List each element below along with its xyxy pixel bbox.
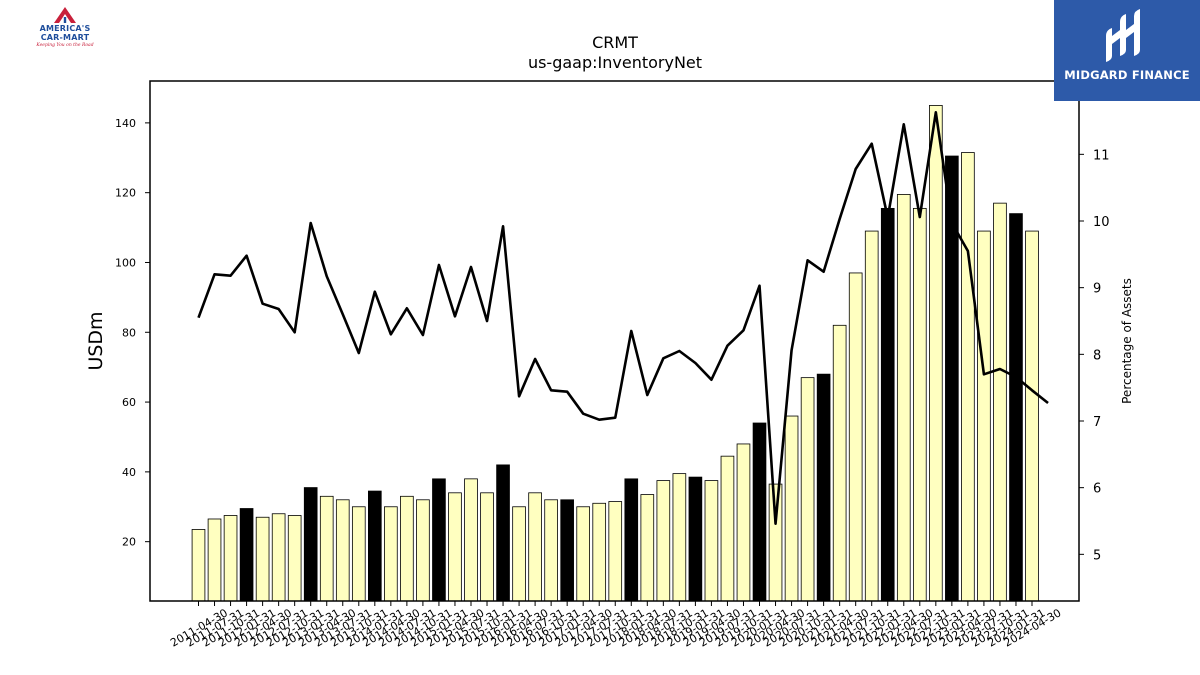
car-mart-a-icon [54, 7, 76, 23]
logo-line1: AMERICA'S [39, 24, 91, 33]
y-tick-label: 60 [122, 396, 136, 409]
bar [929, 105, 943, 602]
bar [592, 502, 607, 602]
bar [784, 415, 799, 602]
y2-tick-label: 9 [1093, 282, 1101, 297]
y-tick-label: 40 [122, 466, 136, 479]
bar [255, 516, 270, 602]
bar [528, 492, 542, 602]
bar [848, 272, 863, 602]
y2-tick-label: 10 [1093, 215, 1110, 230]
bar [993, 202, 1007, 602]
midgard-finance-logo: MIDGARD FINANCE [1054, 0, 1200, 101]
bar [977, 230, 991, 602]
bar [464, 478, 478, 602]
bar [608, 501, 623, 602]
x-axis: 2011-04-302011-07-312011-10-312012-01-31… [168, 601, 1064, 650]
bar [303, 487, 318, 602]
midgard-brand-text: MIDGARD FINANCE [1064, 68, 1190, 82]
y2-tick-label: 6 [1093, 482, 1101, 497]
americas-car-mart-logo: AMERICA'S CAR-MART Keeping You on the Ro… [28, 6, 102, 58]
y2-axis-label: Percentage of Assets [1120, 278, 1134, 404]
bar [512, 506, 526, 602]
bar [239, 508, 254, 602]
bar [335, 499, 350, 602]
y-tick-label: 140 [115, 117, 136, 130]
bar [688, 476, 703, 602]
chart-subtitle: us-gaap:InventoryNet [528, 53, 702, 72]
bar [832, 324, 847, 602]
bar [351, 506, 366, 602]
chart-title: CRMT [592, 33, 638, 52]
bar [752, 422, 767, 602]
bar [640, 494, 655, 602]
y2-tick-label: 8 [1093, 348, 1101, 363]
bar [480, 492, 494, 602]
bar [384, 506, 398, 602]
bar [864, 230, 879, 602]
bar [672, 473, 687, 602]
bar [720, 455, 735, 602]
percentage-line [197, 111, 1049, 526]
bar [223, 515, 238, 602]
bar [912, 207, 927, 602]
bar [400, 495, 414, 602]
midgard-m-icon [1106, 9, 1140, 62]
y-tick-label: 80 [122, 326, 136, 339]
bar [768, 483, 783, 602]
y2-tick-label: 5 [1093, 548, 1101, 563]
bar [1009, 213, 1023, 602]
bar [880, 207, 895, 602]
bar [656, 480, 671, 602]
bar-series [191, 105, 1039, 602]
bar [961, 152, 975, 602]
bar [207, 518, 222, 602]
bar [560, 499, 574, 602]
bar [368, 490, 382, 602]
y-axis-label: USDm [85, 311, 107, 370]
bar [576, 506, 591, 602]
bar [624, 478, 639, 602]
y-axis: 20 40 60 80 100 120 140 [115, 117, 150, 549]
bar [416, 499, 430, 602]
bar [319, 495, 334, 602]
line-series [197, 111, 1049, 526]
bar [896, 194, 911, 602]
y2-tick-label: 11 [1093, 148, 1110, 163]
logo-tagline: Keeping You on the Road [36, 43, 94, 48]
plot-frame [149, 80, 1080, 602]
bar [704, 480, 719, 602]
bar [496, 464, 510, 602]
bar [271, 513, 286, 602]
bar [816, 373, 831, 602]
bar [448, 492, 462, 602]
y2-tick-label: 7 [1093, 415, 1101, 430]
logo-line2: CAR-MART [40, 33, 90, 42]
bar [432, 478, 446, 602]
y2-axis: 5 6 7 8 9 10 11 [1079, 148, 1110, 563]
y-tick-label: 120 [115, 187, 136, 200]
bar [191, 529, 206, 602]
y-tick-label: 100 [115, 256, 136, 269]
y-tick-label: 20 [122, 536, 136, 549]
bar [287, 515, 302, 602]
bar [736, 443, 751, 602]
bar [800, 377, 815, 602]
bar [544, 499, 558, 602]
bar [1025, 230, 1039, 602]
